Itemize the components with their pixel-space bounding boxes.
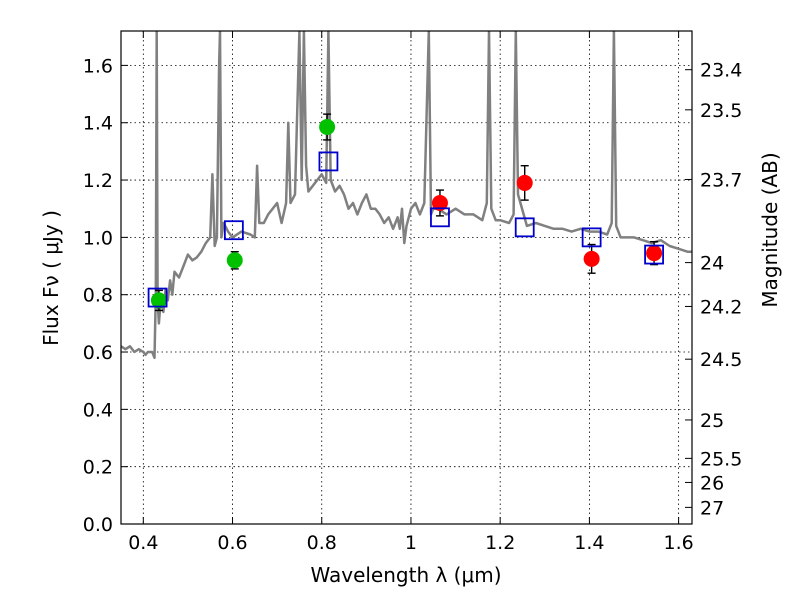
y-tick-label: 0.6 xyxy=(83,342,113,364)
right-tick-label: 25.5 xyxy=(700,448,742,470)
plot-background xyxy=(121,31,692,524)
x-tick-label: 1.4 xyxy=(574,532,604,554)
x-tick-label: 1.6 xyxy=(664,532,694,554)
y-tick-label: 0.4 xyxy=(83,399,113,421)
y-tick-label: 1.2 xyxy=(83,170,113,192)
y-tick-label: 0.0 xyxy=(83,514,113,536)
right-tick-label: 24.2 xyxy=(700,296,742,318)
data-point xyxy=(583,250,600,267)
model-photometry-square xyxy=(430,207,450,228)
y-tick-label: 0.2 xyxy=(83,457,113,479)
x-tick-label: 1 xyxy=(405,532,417,554)
y-axis-label: Flux Fν ( μJy ) xyxy=(39,210,63,346)
x-tick-label: 0.4 xyxy=(128,532,158,554)
model-photometry-square xyxy=(581,227,602,248)
y-tick-label: 0.8 xyxy=(83,285,113,307)
right-tick-label: 24.5 xyxy=(700,349,742,371)
data-point xyxy=(226,252,243,269)
model-photometry-square xyxy=(318,151,339,172)
model-photometry-square xyxy=(223,220,244,241)
data-point xyxy=(319,119,336,136)
x-axis-label: Wavelength λ (μm) xyxy=(310,563,501,587)
y-tick-label: 1.4 xyxy=(83,113,113,135)
right-tick-label: 27 xyxy=(700,497,724,519)
data-point xyxy=(646,245,663,262)
right-tick-label: 24 xyxy=(700,253,724,275)
y-axis-right-label: Magnitude (AB) xyxy=(758,152,782,307)
model-photometry-square xyxy=(644,244,664,265)
plot-frame xyxy=(120,30,693,525)
data-point xyxy=(150,292,167,309)
right-tick-label: 26 xyxy=(700,472,724,494)
right-tick-label: 23.7 xyxy=(700,169,742,191)
model-photometry-square xyxy=(514,217,535,238)
y-tick-label: 1.0 xyxy=(83,227,113,249)
data-point xyxy=(516,174,533,191)
model-photometry-square xyxy=(147,287,168,308)
data-point xyxy=(431,194,448,211)
x-tick-label: 0.8 xyxy=(307,532,337,554)
y-tick-label: 1.6 xyxy=(83,55,113,77)
right-tick-label: 23.4 xyxy=(700,60,742,82)
x-tick-label: 0.6 xyxy=(217,532,247,554)
x-tick-label: 1.2 xyxy=(485,532,515,554)
right-tick-label: 25 xyxy=(700,410,724,432)
axis-ticks: 0.4 0.6 0.8 1 1.2 1.4 1.6 0.0 0.2 0.4 0.6 0.8 1.0 1.2… xyxy=(83,31,742,554)
right-tick-label: 23.5 xyxy=(700,100,742,122)
points-layer xyxy=(147,113,664,312)
